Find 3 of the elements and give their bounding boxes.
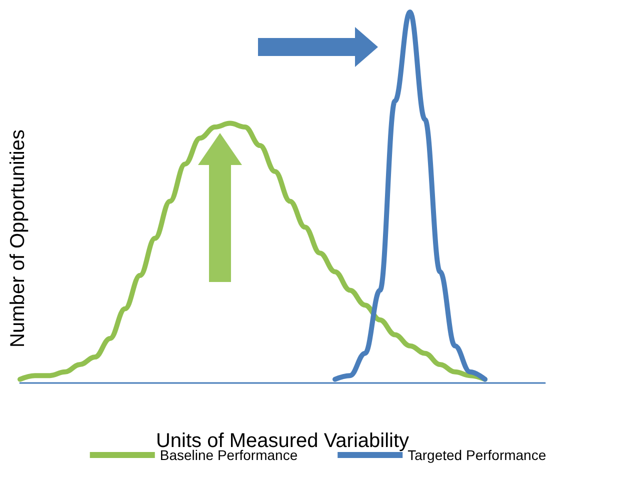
y-axis-title: Number of Opportunities — [7, 130, 29, 348]
legend-label: Targeted Performance — [408, 447, 546, 463]
legend-label: Baseline Performance — [160, 447, 298, 463]
